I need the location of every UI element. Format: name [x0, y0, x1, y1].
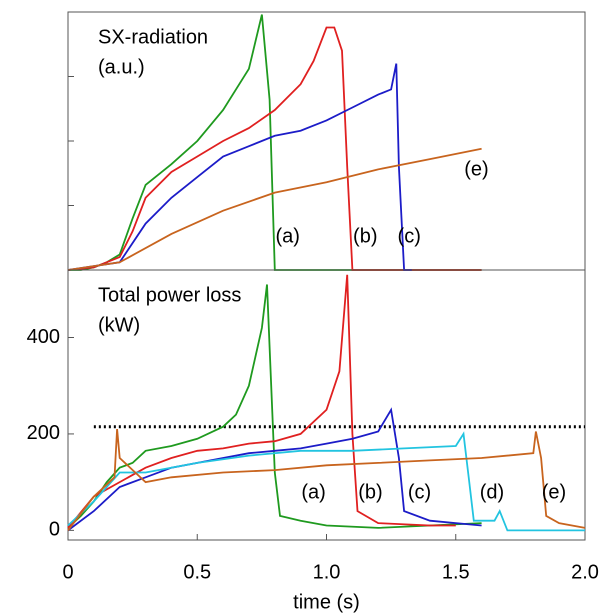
series-label: (b) [358, 481, 382, 503]
series-label: (c) [398, 225, 421, 247]
x-tick-label: 0 [62, 561, 73, 583]
series-line [67, 431, 585, 532]
series-line [67, 429, 586, 531]
y-tick-label: 0 [49, 519, 60, 541]
series-line [67, 407, 482, 532]
series-label: (a) [275, 225, 299, 247]
plot-frame [67, 269, 586, 541]
series-label: (d) [480, 481, 504, 503]
series-label: (b) [353, 225, 377, 247]
series-line [67, 274, 456, 529]
x-tick-label: 2.0 [571, 561, 599, 583]
y-tick-label: 200 [27, 422, 60, 444]
series-line [67, 284, 482, 529]
series-line [67, 147, 482, 271]
panel-title: (kW) [98, 314, 140, 336]
plot-frame [67, 11, 586, 271]
panel-title: SX-radiation [98, 26, 208, 48]
series-label: (c) [408, 481, 431, 503]
y-tick-label: 400 [27, 326, 60, 348]
series-label: (e) [542, 481, 566, 503]
x-tick-label: 1.0 [313, 561, 341, 583]
panel-title: Total power loss [98, 284, 241, 306]
series-line [67, 63, 412, 271]
x-tick-label: 1.5 [442, 561, 470, 583]
x-axis-label: time (s) [293, 591, 360, 613]
x-tick-label: 0.5 [183, 561, 211, 583]
series-line [67, 26, 482, 271]
series-label: (e) [464, 158, 488, 180]
panel-title: (a.u.) [98, 56, 145, 78]
series-label: (a) [301, 481, 325, 503]
